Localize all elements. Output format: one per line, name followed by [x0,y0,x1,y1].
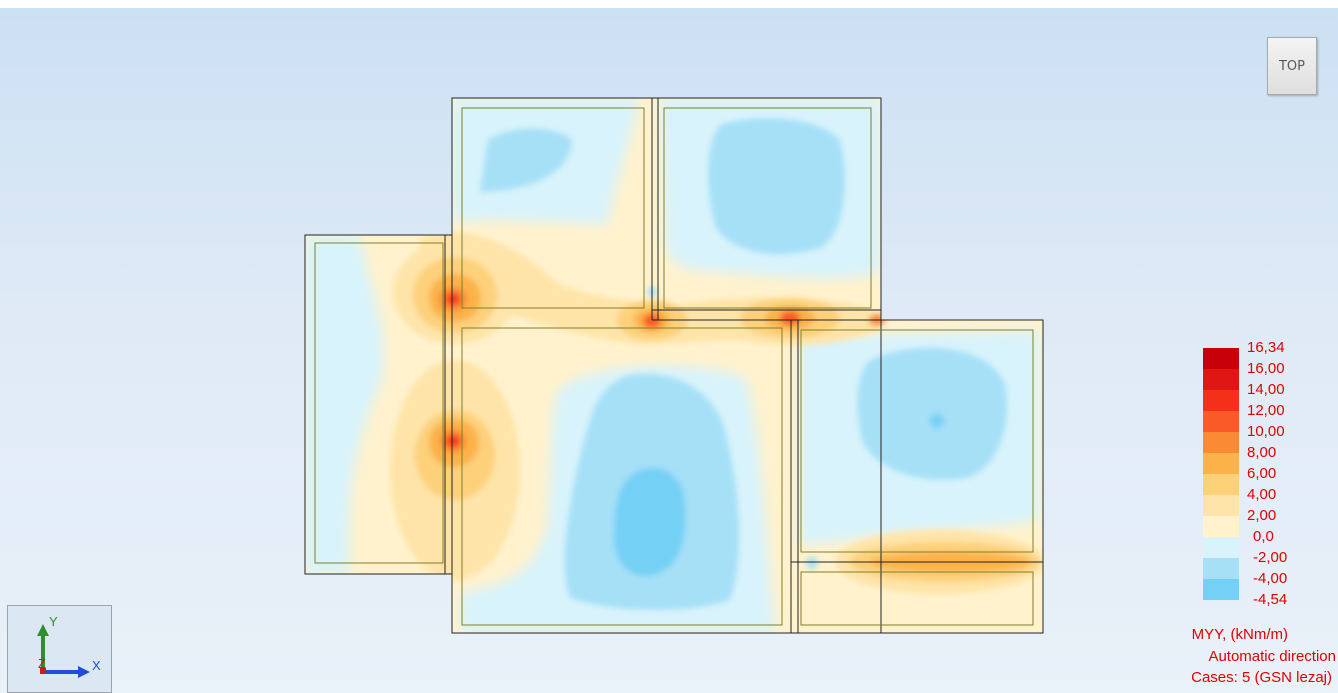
legend-swatch [1203,390,1239,411]
legend-label: -4,00 [1253,570,1288,587]
contour-room-bm-min [613,467,686,577]
axis-z-label: Z [38,656,46,671]
contour-room-tl-mid [480,128,572,192]
legend-label: 2,00 [1247,507,1277,524]
contour-hot-right3 [780,311,800,325]
axis-y-label: Y [49,614,58,629]
axis-gizmo: Y X Z [7,605,112,693]
contour-room-r-min [928,412,946,430]
legend-label: 10,00 [1247,423,1285,440]
panel-r-inner [800,329,1034,553]
viewport-top-strip [0,0,1338,8]
legend-cases: Cases: 5 (GSN lezaj) [1191,669,1332,686]
contour-hot-lower-l5 [446,435,460,447]
contour-left-strip-negative [305,235,385,574]
panel-tr-inner [663,107,872,309]
legend-swatch [1203,453,1239,474]
legend-label: 12,00 [1247,402,1285,419]
legend-label: -2,00 [1253,549,1288,566]
legend-swatch [1203,537,1239,558]
legend-swatch [1203,411,1239,432]
panel-br-inner [800,571,1034,626]
legend-swatch [1203,348,1239,369]
legend-label: -4,54 [1253,591,1288,608]
legend-direction: Automatic direction [1208,648,1336,665]
legend-label: 16,00 [1247,360,1285,377]
legend-label: 16,34 [1247,339,1285,356]
legend-label: 4,00 [1247,486,1277,503]
view-top-button[interactable]: TOP [1267,37,1317,95]
contour-room-r-mid [857,347,1007,480]
panel-left-inner [314,242,444,564]
panel-bm-inner [461,327,783,626]
contour-bottom-right-strip [795,590,1040,633]
legend-label: 6,00 [1247,465,1277,482]
legend-label: 8,00 [1247,444,1277,461]
legend-swatch [1203,495,1239,516]
contour-room-tr-mid [708,118,845,255]
legend-quantity: MYY, (kNm/m) [1191,626,1288,643]
legend-swatch [1203,558,1239,579]
legend-label: 14,00 [1247,381,1285,398]
axis-x-label: X [92,658,101,673]
legend-swatch [1203,474,1239,495]
legend-swatch [1203,432,1239,453]
legend-swatch [1203,369,1239,390]
axis-triad-icon: Y X Z [37,614,101,678]
panel-tl-inner [461,107,645,309]
contour-hot-mid3 [643,314,661,328]
legend-swatch [1203,516,1239,537]
color-legend: 16,34 16,00 14,00 12,00 10,00 8,00 6,00 4,00 2,0… [1191,338,1338,693]
legend-label: 0,0 [1253,528,1274,545]
contour-hot-upper-l5 [446,293,460,305]
contour-small-blue-dot [806,557,818,569]
legend-swatch [1203,579,1239,600]
